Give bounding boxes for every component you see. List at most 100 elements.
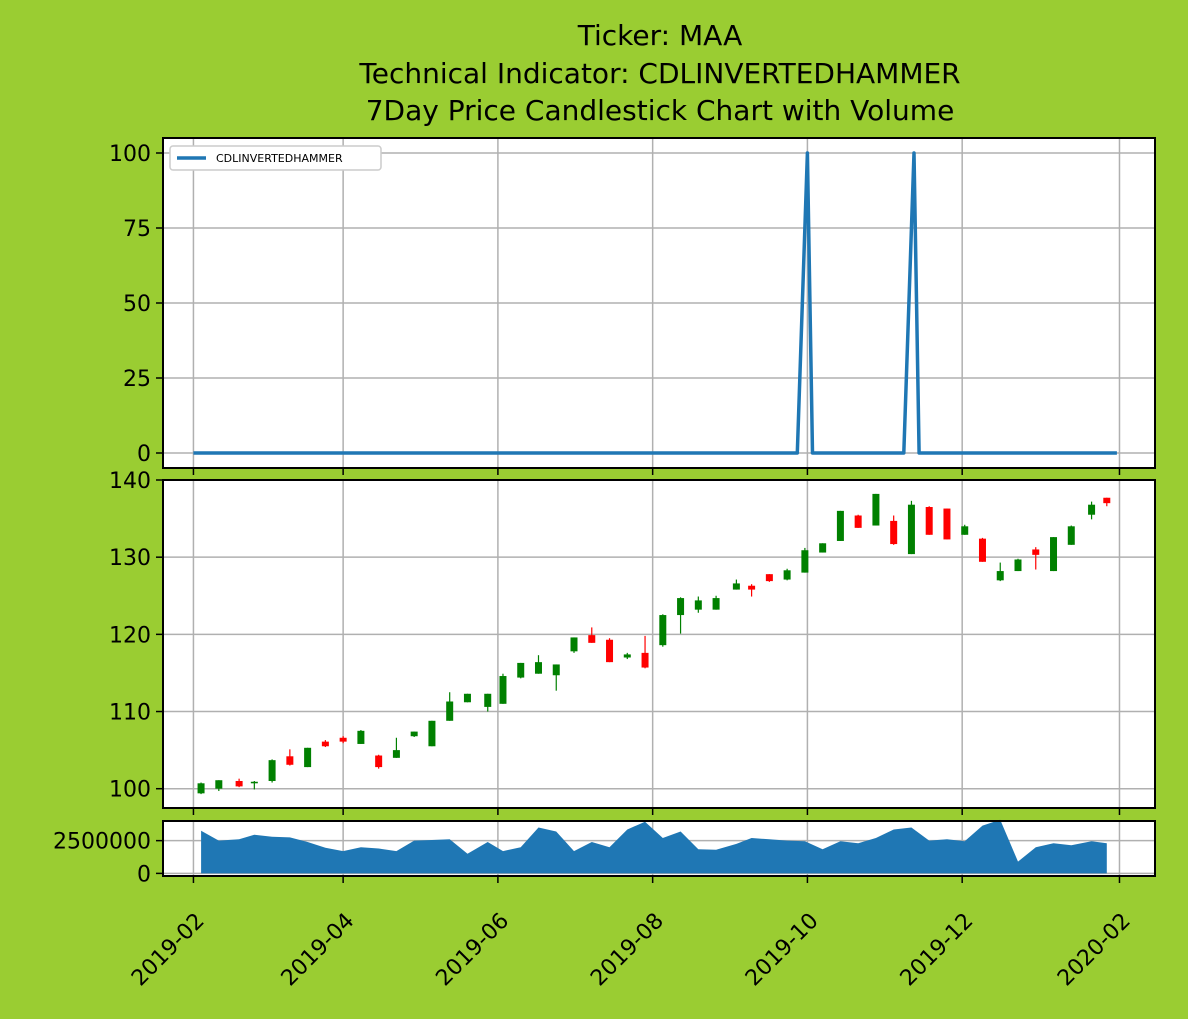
y-tick-label: 140 — [109, 469, 151, 494]
candle — [732, 579, 740, 590]
candle-body — [765, 574, 773, 582]
candle — [410, 731, 418, 737]
candlestick-series — [197, 493, 1111, 795]
candle-body — [836, 510, 844, 541]
candle-body — [339, 737, 347, 742]
candle-body — [978, 538, 986, 562]
candle — [286, 749, 294, 766]
candle-body — [943, 508, 951, 540]
candle — [606, 638, 614, 663]
x-tick-label: 2020-02 — [1053, 909, 1136, 992]
y-tick-label: 0 — [137, 442, 151, 467]
candle-body — [321, 741, 329, 747]
candle — [1050, 537, 1058, 572]
candle-body — [517, 662, 525, 678]
y-tick-label: 100 — [109, 778, 151, 803]
candle-body — [641, 652, 649, 668]
candle-body — [392, 750, 400, 758]
candle — [641, 635, 649, 669]
candle — [357, 730, 365, 744]
candle-body — [890, 520, 898, 545]
candle — [304, 747, 312, 768]
indicator-legend: CDLINVERTEDHAMMER — [169, 145, 382, 171]
candle-body — [872, 493, 880, 526]
candle-body — [268, 760, 276, 781]
candle — [484, 693, 492, 712]
candle — [215, 780, 223, 792]
candle — [819, 543, 827, 553]
candle-body — [907, 504, 915, 555]
candle — [463, 693, 471, 703]
candle-body — [925, 507, 933, 535]
candle-body — [606, 639, 614, 663]
candle — [250, 780, 258, 790]
candle — [783, 568, 791, 581]
candle — [375, 754, 383, 769]
candle-body — [552, 664, 560, 676]
y-tick-label: 0 — [137, 862, 151, 887]
candle-body — [588, 635, 596, 643]
x-tick-label: 2019-10 — [741, 909, 824, 992]
candle — [961, 524, 969, 535]
x-tick-label: 2019-06 — [431, 909, 514, 992]
candle-body — [235, 780, 243, 787]
y-tick-label: 50 — [123, 292, 151, 317]
candle-body — [748, 585, 756, 590]
candle — [677, 597, 685, 634]
candle — [1067, 525, 1075, 545]
candle — [801, 547, 809, 573]
candle-body — [534, 662, 542, 674]
candle-body — [570, 637, 578, 652]
candle — [321, 740, 329, 748]
candle — [339, 736, 347, 744]
candle — [534, 655, 542, 674]
candle — [765, 574, 773, 582]
y-tick-label: 100 — [109, 142, 151, 167]
candle-body — [250, 781, 258, 784]
volume-panel: 0 2500000 — [53, 819, 1156, 887]
price-y-axis: 100 110 120 130 140 — [109, 469, 163, 803]
candle-body — [1032, 549, 1040, 555]
candle — [943, 508, 951, 540]
volume-y-axis: 0 2500000 — [53, 830, 163, 887]
indicator-series-line — [193, 151, 1117, 455]
candle-body — [819, 543, 827, 553]
y-tick-label: 110 — [109, 701, 151, 726]
candle — [1032, 547, 1040, 570]
price-plot-area — [163, 480, 1155, 808]
candle-body — [623, 654, 631, 658]
candle — [392, 737, 400, 758]
price-panel: 100 110 120 130 140 — [109, 469, 1156, 815]
candle-body — [286, 756, 294, 765]
candle-body — [463, 693, 471, 703]
candle — [235, 778, 243, 788]
candle-body — [197, 783, 205, 794]
x-tick-label: 2019-02 — [127, 909, 210, 992]
candle-body — [961, 526, 969, 535]
candle — [1088, 501, 1096, 520]
candle — [268, 759, 276, 783]
candle — [659, 614, 667, 647]
candle — [836, 510, 844, 541]
candle — [996, 562, 1004, 582]
candle — [907, 500, 915, 555]
legend-label: CDLINVERTEDHAMMER — [216, 152, 343, 165]
candle-body — [484, 693, 492, 707]
candle-body — [1088, 504, 1096, 515]
candle-body — [375, 755, 383, 768]
volume-area — [201, 819, 1107, 874]
y-tick-label: 130 — [109, 546, 151, 571]
x-tick-label: 2019-12 — [896, 909, 979, 992]
y-tick-label: 25 — [123, 367, 151, 392]
candle-body — [854, 515, 862, 528]
candle — [694, 596, 702, 613]
candle-body — [783, 570, 791, 580]
x-tick-label: 2019-04 — [277, 909, 360, 992]
candle-body — [1050, 537, 1058, 572]
legend-box — [169, 145, 382, 171]
x-axis: 2019-02 2019-04 2019-06 2019-08 2019-10 2019-… — [127, 909, 1136, 992]
candle — [748, 584, 756, 597]
candle-body — [1014, 559, 1022, 572]
candle — [872, 493, 880, 526]
